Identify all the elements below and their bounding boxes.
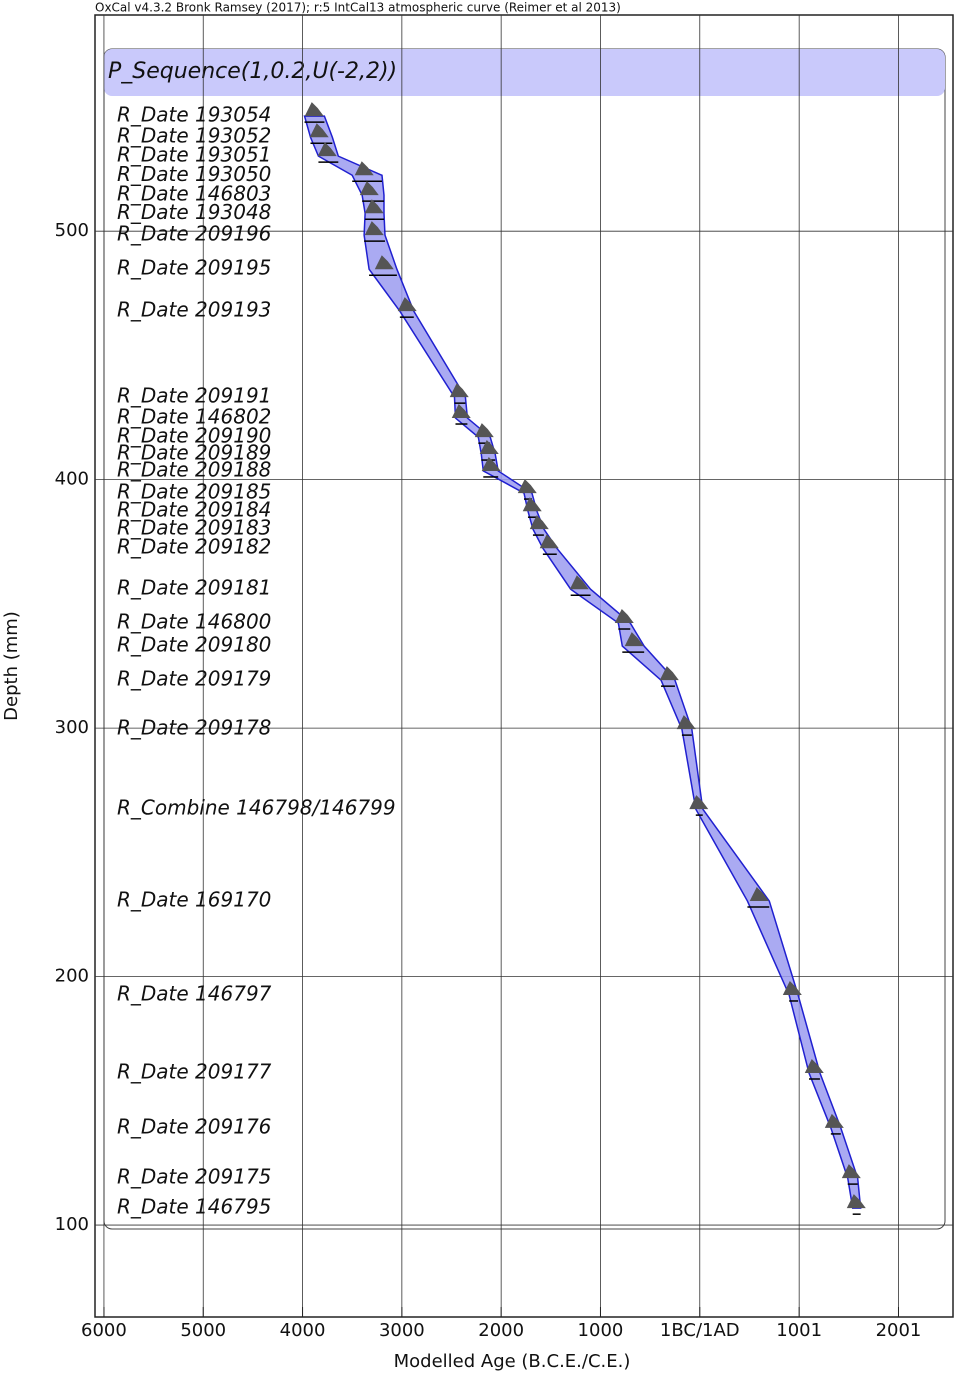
x-tick-label: 6000 (81, 1320, 127, 1341)
posterior-peak (624, 632, 644, 647)
sequence-label: P_Sequence(1,0.2,U(-2,2)) (108, 59, 397, 84)
posterior-peak (841, 1164, 861, 1179)
plot-frame (94, 14, 954, 1318)
date-label: R_Date 209188 (117, 457, 271, 481)
posterior-peak (397, 297, 417, 312)
date-label: R_Date 193051 (117, 143, 271, 167)
date-label: R_Date 193054 (117, 103, 271, 127)
posterior-peak (481, 456, 501, 471)
posterior-peak (364, 221, 384, 236)
posterior-peak (517, 479, 537, 494)
posterior-peak (479, 440, 499, 455)
date-label: R_Date 209178 (117, 716, 271, 740)
date-label: R_Date 209189 (117, 441, 271, 465)
date-label: R_Date 146797 (117, 981, 272, 1005)
x-tick-label: 3000 (379, 1320, 425, 1341)
date-label: R_Date 146800 (117, 610, 271, 634)
sequence-header (104, 49, 945, 96)
y-axis-label: Depth (mm) (1, 611, 22, 721)
posterior-peak (451, 404, 471, 419)
y-tick-label: 200 (55, 966, 89, 987)
date-label: R_Date 209181 (117, 576, 271, 600)
date-label: R_Date 169170 (117, 888, 271, 912)
date-label: R_Combine 146798/146799 (117, 796, 396, 820)
date-label: R_Date 146803 (117, 182, 271, 206)
date-label: R_Date 209195 (117, 256, 271, 280)
date-label: R_Date 209177 (117, 1059, 272, 1083)
posterior-peak (304, 102, 324, 117)
date-label: R_Date 209179 (117, 667, 271, 691)
date-label: R_Date 209183 (117, 516, 271, 540)
x-tick-label: 1000 (578, 1320, 624, 1341)
y-tick-label: 300 (55, 717, 89, 738)
posterior-peak (804, 1058, 824, 1073)
date-label: R_Date 146802 (117, 405, 271, 429)
date-label: R_Date 209182 (117, 535, 271, 559)
x-tick-label: 2000 (478, 1320, 524, 1341)
posterior-peak (364, 199, 384, 214)
x-tick-label: 2001 (876, 1320, 922, 1341)
x-tick-label: 1BC/1AD (660, 1320, 740, 1341)
y-tick-label: 500 (55, 220, 89, 241)
posterior-peak (522, 497, 542, 512)
date-label: R_Date 209180 (117, 633, 271, 657)
posterior-peak (474, 423, 494, 438)
posterior-peak (824, 1113, 844, 1128)
x-tick-label: 4000 (280, 1320, 326, 1341)
posterior-peak (529, 515, 549, 530)
x-tick-label: 5000 (180, 1320, 226, 1341)
date-label: R_Date 209190 (117, 424, 271, 448)
chart-title: OxCal v4.3.2 Bronk Ramsey (2017); r:5 In… (95, 1, 621, 15)
posterior-peak (449, 383, 469, 398)
date-label: R_Date 209176 (117, 1114, 271, 1138)
date-label: R_Date 209184 (117, 498, 271, 522)
posterior-peak (374, 255, 394, 270)
posterior-peak (354, 161, 374, 176)
date-label: R_Date 146795 (117, 1195, 271, 1219)
modelled-envelope (303, 115, 862, 1209)
x-axis-label: Modelled Age (B.C.E./C.E.) (394, 1351, 631, 1372)
posterior-peak (614, 609, 634, 624)
date-label: R_Date 209175 (117, 1165, 271, 1189)
posterior-peak (659, 666, 679, 681)
posterior-peak (309, 123, 329, 138)
posterior-peak (569, 575, 589, 590)
date-label: R_Date 209196 (117, 222, 271, 246)
date-label: R_Date 209185 (117, 480, 271, 504)
date-label: R_Date 193052 (117, 124, 271, 148)
posterior-peak (317, 142, 337, 157)
date-label: R_Date 193050 (117, 162, 271, 186)
posterior-peak (782, 980, 802, 995)
posterior-peak (749, 887, 769, 902)
posterior-peak (846, 1194, 866, 1209)
posterior-peak (689, 795, 709, 810)
y-tick-label: 400 (55, 469, 89, 490)
posterior-peak (359, 181, 379, 196)
x-tick-label: 1001 (776, 1320, 822, 1341)
date-label: R_Date 209193 (117, 298, 271, 322)
posterior-peak (676, 715, 696, 730)
y-tick-label: 100 (55, 1214, 89, 1235)
posterior-peak (539, 534, 559, 549)
date-label: R_Date 193048 (117, 200, 271, 224)
date-label: R_Date 209191 (117, 384, 271, 408)
